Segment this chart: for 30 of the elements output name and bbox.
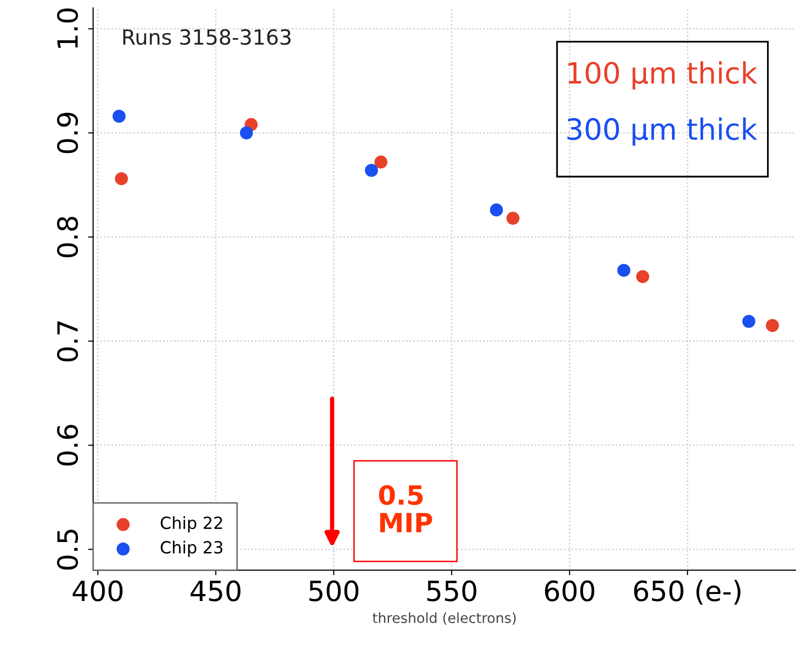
legend-label: Chip 23 <box>160 540 222 557</box>
x-tick-label: 450 <box>190 580 240 602</box>
x-tick-label: 650 (e-) <box>634 580 740 605</box>
annotation: 100 µm thick <box>568 61 758 90</box>
point <box>506 212 520 225</box>
annotation: 0.5 MIP <box>379 485 432 532</box>
point <box>374 156 388 169</box>
point <box>114 172 128 186</box>
legend-label: Chip 22 <box>160 516 222 532</box>
y-tick-label: 0.6 <box>57 424 78 466</box>
x-axis-title: threshold (electrons) <box>372 612 516 625</box>
x-tick-label: 500 <box>309 580 358 602</box>
y-tick-label: 0.8 <box>57 216 78 258</box>
point <box>617 264 630 277</box>
point <box>490 203 503 216</box>
point <box>742 314 756 328</box>
point <box>240 126 253 140</box>
point <box>636 270 650 284</box>
point <box>766 319 779 332</box>
y-tick-label: 0.5 <box>57 530 78 570</box>
y-tick-label: 1.0 <box>57 8 78 48</box>
y-tick-label: 0.9 <box>57 112 78 154</box>
annotation: 300 µm thick <box>567 118 758 146</box>
annotation: Runs 3158-3163 <box>123 29 291 45</box>
x-tick-label: 400 <box>72 580 123 602</box>
point <box>112 110 126 123</box>
point <box>364 164 378 177</box>
y-tick-label: 0.7 <box>57 321 78 362</box>
x-tick-label: 600 <box>545 580 594 602</box>
x-tick-label: 550 <box>427 580 476 602</box>
